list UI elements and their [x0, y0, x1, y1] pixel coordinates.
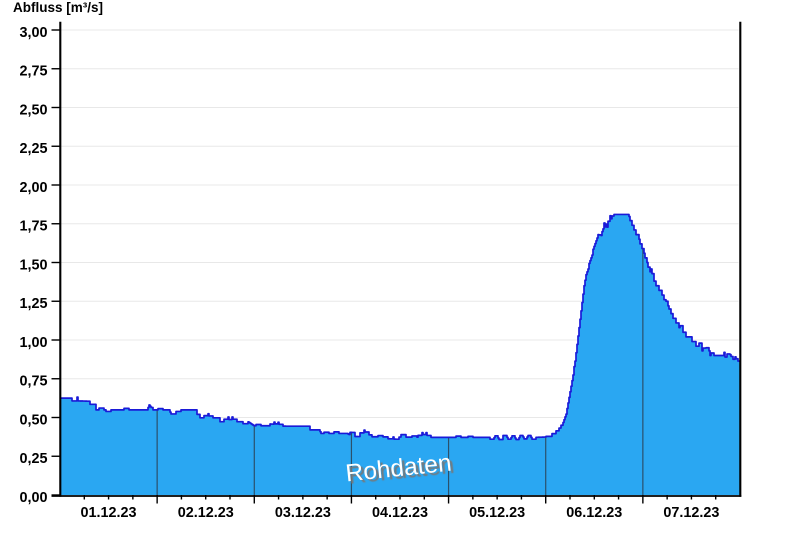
svg-text:2,25: 2,25: [19, 141, 47, 157]
svg-text:1,25: 1,25: [19, 296, 47, 312]
svg-text:0,25: 0,25: [19, 451, 47, 467]
svg-text:Abfluss [m³/s]: Abfluss [m³/s]: [13, 0, 103, 15]
svg-text:0,00: 0,00: [19, 490, 47, 506]
svg-text:1,50: 1,50: [19, 257, 47, 273]
svg-text:2,75: 2,75: [19, 64, 47, 80]
svg-text:2,00: 2,00: [19, 180, 47, 196]
svg-text:01.12.23: 01.12.23: [81, 505, 137, 521]
svg-text:07.12.23: 07.12.23: [663, 505, 719, 521]
svg-text:0,50: 0,50: [19, 412, 47, 428]
svg-text:05.12.23: 05.12.23: [469, 505, 525, 521]
svg-text:02.12.23: 02.12.23: [178, 505, 234, 521]
svg-text:06.12.23: 06.12.23: [566, 505, 622, 521]
svg-text:1,00: 1,00: [19, 335, 47, 351]
svg-text:03.12.23: 03.12.23: [275, 505, 331, 521]
svg-text:1,75: 1,75: [19, 219, 47, 235]
svg-text:0,75: 0,75: [19, 374, 47, 390]
svg-text:04.12.23: 04.12.23: [372, 505, 428, 521]
svg-text:2,50: 2,50: [19, 102, 47, 118]
svg-text:3,00: 3,00: [19, 25, 47, 41]
